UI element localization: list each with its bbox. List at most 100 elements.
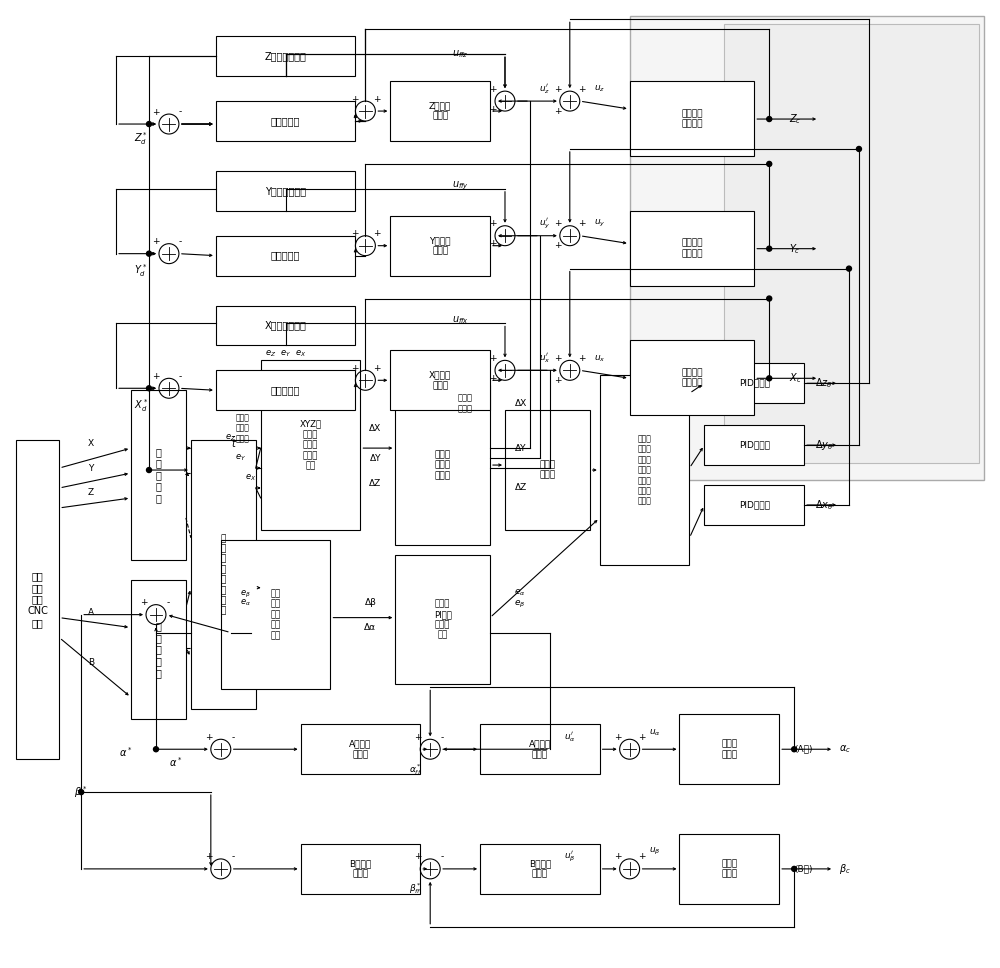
Text: A轴反馈
控制器: A轴反馈 控制器 [529, 740, 551, 759]
Bar [221, 540, 330, 689]
Text: $u_\alpha'$: $u_\alpha'$ [564, 731, 576, 744]
Text: 轨迹参
考点切
线矢量: 轨迹参 考点切 线矢量 [236, 413, 250, 443]
Text: 双层交
叉耦合
控制器: 双层交 叉耦合 控制器 [435, 450, 451, 480]
Text: $\Delta x_\theta$: $\Delta x_\theta$ [815, 499, 833, 512]
Text: PID控制器: PID控制器 [739, 440, 770, 449]
Text: $Y_c$: $Y_c$ [789, 242, 801, 256]
Text: X: X [88, 439, 94, 447]
Circle shape [147, 386, 152, 391]
Text: $u_{ffz}$: $u_{ffz}$ [452, 48, 468, 60]
Text: 永磁直线
同步电机: 永磁直线 同步电机 [681, 368, 703, 387]
Bar [630, 81, 754, 156]
Text: +: + [351, 364, 358, 373]
Text: +: + [373, 364, 380, 373]
Text: $e_Z$: $e_Z$ [225, 433, 236, 443]
Bar [216, 171, 355, 211]
Text: +: + [489, 84, 497, 94]
Text: $\bar{t}$: $\bar{t}$ [231, 437, 237, 450]
Bar [390, 350, 490, 410]
Text: -: - [178, 237, 182, 246]
Text: -: - [166, 598, 170, 607]
Text: 前置滤波器: 前置滤波器 [271, 251, 300, 260]
Text: $u_\beta$: $u_\beta$ [649, 846, 660, 858]
Text: $u_x'$: $u_x'$ [539, 351, 551, 365]
Circle shape [147, 251, 152, 257]
Text: 计算旋
转轴跟
踪误差
造成直
线轴附
加的跟
踪误差: 计算旋 转轴跟 踪误差 造成直 线轴附 加的跟 踪误差 [638, 435, 652, 505]
Bar [395, 555, 490, 684]
Text: -: - [231, 733, 234, 741]
Text: +: + [373, 95, 380, 104]
Text: +: + [351, 95, 358, 104]
Text: +: + [489, 239, 497, 248]
Text: +: + [554, 354, 562, 363]
Text: 永磁同
步电机: 永磁同 步电机 [721, 740, 737, 759]
Text: +: + [554, 219, 562, 228]
Text: 合
成
希
望
轨
迹
曲
线: 合 成 希 望 轨 迹 曲 线 [221, 533, 226, 616]
Text: $e_X$: $e_X$ [295, 348, 306, 358]
Text: B轴反馈
控制器: B轴反馈 控制器 [529, 860, 551, 879]
Text: +: + [351, 229, 358, 238]
Text: +: + [614, 853, 621, 862]
Text: $e_X$: $e_X$ [245, 472, 256, 483]
Text: $u_x$: $u_x$ [594, 353, 605, 364]
Text: X轴前馈控制器: X轴前馈控制器 [265, 320, 307, 330]
Bar [505, 410, 590, 529]
Text: $X_d^*$: $X_d^*$ [134, 397, 148, 413]
Text: +: + [578, 219, 586, 228]
Text: Z轴前馈控制器: Z轴前馈控制器 [265, 51, 307, 61]
Text: ΔY: ΔY [515, 443, 526, 453]
Text: Y轴反馈
控制器: Y轴反馈 控制器 [429, 236, 451, 256]
Bar [301, 724, 420, 774]
Text: $\Delta y_\theta$: $\Delta y_\theta$ [815, 439, 833, 452]
Text: PID控制器: PID控制器 [739, 378, 770, 388]
Circle shape [767, 162, 772, 166]
Text: +: + [205, 733, 213, 741]
Bar [261, 360, 360, 529]
Text: A轴前馈
控制器: A轴前馈 控制器 [349, 740, 372, 759]
Text: $u_y$: $u_y$ [594, 218, 605, 229]
Text: 永磁同
步电机: 永磁同 步电机 [721, 860, 737, 879]
Text: $\beta_{ff}^*$: $\beta_{ff}^*$ [409, 882, 422, 896]
Bar [131, 580, 186, 719]
Bar [630, 341, 754, 415]
Text: X轴反馈
控制器: X轴反馈 控制器 [429, 371, 451, 390]
Text: $\beta^*$: $\beta^*$ [74, 784, 88, 800]
Text: +: + [489, 374, 497, 382]
Text: Y: Y [88, 464, 94, 472]
Bar [131, 390, 186, 560]
Text: +: + [373, 229, 380, 238]
Text: XYZ空
间双层
估计轮
廓误差
模型: XYZ空 间双层 估计轮 廓误差 模型 [299, 420, 322, 470]
Text: $e_\alpha$: $e_\alpha$ [514, 588, 526, 598]
Text: Δα: Δα [364, 623, 376, 632]
Circle shape [792, 866, 797, 871]
Text: +: + [614, 733, 621, 741]
Text: +: + [578, 84, 586, 94]
Text: 五轴
联动
机床
CNC
系统: 五轴 联动 机床 CNC 系统 [27, 571, 48, 628]
Circle shape [147, 122, 152, 127]
Bar [301, 844, 420, 893]
Text: -: - [441, 853, 444, 862]
Text: +: + [140, 598, 148, 607]
Text: $u_{ffy}$: $u_{ffy}$ [452, 180, 469, 192]
Bar [16, 440, 59, 759]
Text: $\alpha_{ff}^*$: $\alpha_{ff}^*$ [409, 762, 422, 776]
Text: +: + [489, 219, 497, 228]
Text: 有关坐
标参数: 有关坐 标参数 [539, 461, 555, 480]
Text: -: - [178, 372, 182, 380]
Circle shape [79, 790, 84, 795]
Text: $u_\beta'$: $u_\beta'$ [564, 850, 576, 864]
Text: $Z_c$: $Z_c$ [789, 112, 802, 126]
Text: ΔX: ΔX [369, 424, 381, 433]
Text: +: + [152, 372, 160, 380]
Text: $\alpha^*$: $\alpha^*$ [119, 745, 133, 759]
Text: +: + [554, 241, 562, 250]
Bar [480, 844, 600, 893]
Text: 非线性
PI切线
轮廓控
制器: 非线性 PI切线 轮廓控 制器 [434, 599, 452, 640]
Text: $u_z$: $u_z$ [594, 84, 605, 95]
Bar [216, 236, 355, 276]
Text: +: + [554, 106, 562, 115]
Text: B: B [88, 658, 94, 667]
Text: $u_z'$: $u_z'$ [539, 82, 550, 96]
Bar [704, 425, 804, 465]
Text: $\beta_c$: $\beta_c$ [839, 862, 851, 876]
